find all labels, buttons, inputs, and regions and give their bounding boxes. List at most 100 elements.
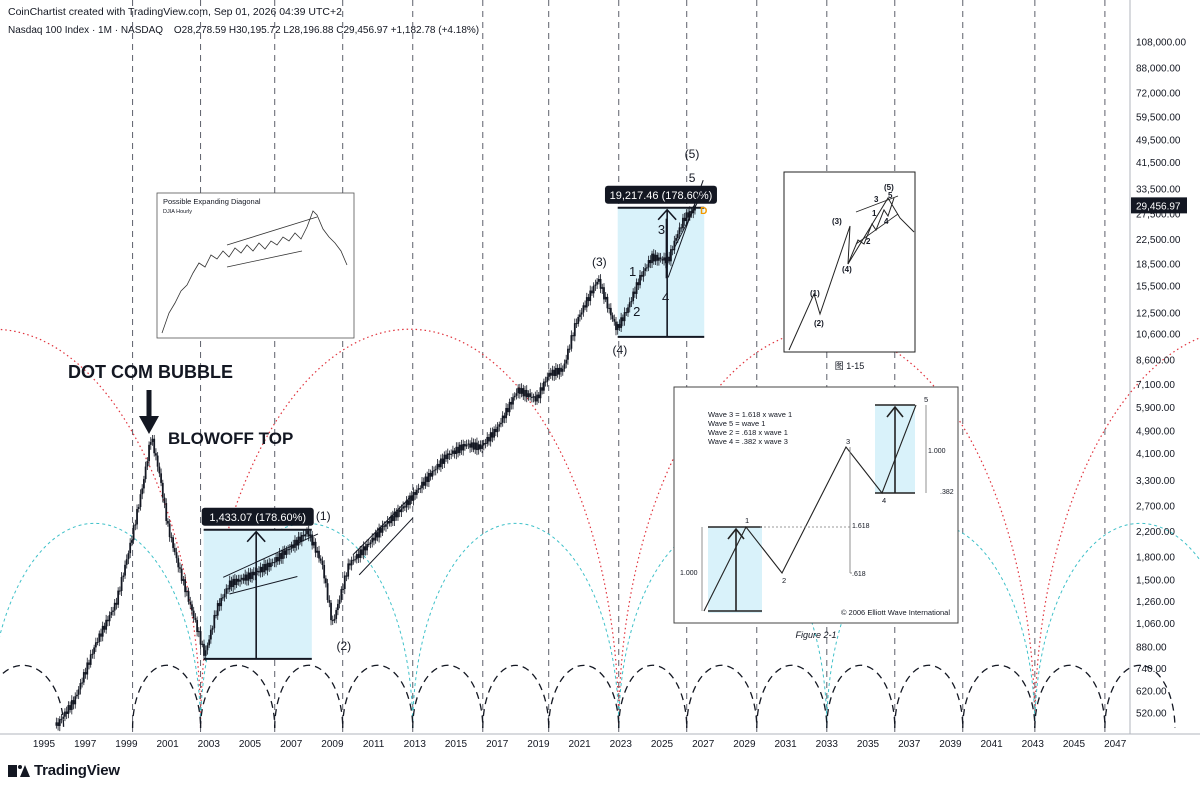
candle-body bbox=[561, 368, 564, 372]
candle-body bbox=[60, 718, 63, 720]
candle-body bbox=[292, 544, 295, 548]
candle-body bbox=[170, 537, 173, 539]
candle-body bbox=[659, 257, 662, 260]
candle-body bbox=[108, 614, 111, 622]
candle-body bbox=[603, 287, 605, 300]
candle-body bbox=[647, 260, 650, 268]
candle-body bbox=[391, 515, 394, 522]
candle-body bbox=[457, 446, 459, 454]
candle-body bbox=[221, 597, 224, 599]
candle-body bbox=[352, 559, 355, 561]
candle-body bbox=[469, 443, 471, 448]
candle-body bbox=[173, 547, 176, 553]
candle-body bbox=[539, 387, 542, 399]
candle-body bbox=[549, 372, 552, 376]
candle-body bbox=[256, 570, 259, 572]
candle-body bbox=[328, 600, 331, 603]
candle-body bbox=[244, 574, 247, 581]
symbol-legend[interactable]: Nasdaq 100 Index · 1M · NASDAQ O28,278.5… bbox=[8, 25, 479, 36]
candle-body bbox=[488, 436, 490, 442]
candle-body bbox=[311, 534, 314, 546]
inset-elliott-label: 1 bbox=[872, 209, 877, 218]
subwave-label-4: 4 bbox=[662, 290, 669, 305]
price-axis-tick: 27,500.00 bbox=[1136, 210, 1181, 221]
candle-body bbox=[163, 497, 166, 504]
candle-body bbox=[513, 395, 516, 398]
inset-elliott-label: (5) bbox=[884, 183, 894, 192]
candle-body bbox=[156, 455, 159, 467]
candle-body bbox=[295, 539, 298, 546]
candle-body bbox=[530, 396, 533, 398]
candle-body bbox=[688, 211, 691, 218]
cycle-arc-black bbox=[826, 664, 896, 729]
candle-body bbox=[506, 407, 509, 413]
inset-elliott-label: 5 bbox=[888, 191, 893, 200]
candle-body bbox=[494, 428, 497, 433]
candle-body bbox=[378, 528, 380, 538]
candle-body bbox=[633, 291, 636, 294]
candle-body bbox=[632, 291, 635, 302]
candle-body bbox=[592, 285, 595, 294]
cycle-arc-teal bbox=[0, 522, 202, 729]
candle-body bbox=[599, 278, 602, 289]
cycle-arc-black bbox=[1104, 664, 1176, 729]
inset-figure21-rule: Wave 2 = .618 x wave 1 bbox=[708, 428, 788, 437]
candle-body bbox=[560, 367, 562, 372]
cycle-arc-black bbox=[686, 664, 758, 729]
cycle-arc-teal bbox=[412, 522, 620, 729]
time-axis-tick: 2027 bbox=[692, 739, 715, 750]
subwave-label-d: D bbox=[700, 206, 707, 217]
wedge-lower-2025 bbox=[673, 190, 704, 249]
candle-body bbox=[137, 507, 140, 509]
price-axis-tick: 22,500.00 bbox=[1136, 235, 1181, 246]
time-axis-tick: 2021 bbox=[568, 739, 591, 750]
candle-body bbox=[72, 700, 75, 705]
candle-body bbox=[349, 563, 351, 566]
subwave-label-5: 5 bbox=[689, 171, 696, 185]
candle-body bbox=[259, 566, 262, 573]
candle-body bbox=[233, 578, 236, 586]
candle-body bbox=[683, 217, 686, 222]
measure-box-2002-fill bbox=[203, 529, 312, 659]
candle-body bbox=[96, 642, 99, 644]
candle-body bbox=[402, 506, 405, 509]
candle-body bbox=[500, 422, 502, 425]
candle-body bbox=[575, 323, 578, 325]
candle-body bbox=[510, 401, 513, 405]
inset-figure21-rule: Wave 5 = wave 1 bbox=[708, 419, 765, 428]
candle-body bbox=[309, 534, 312, 537]
candle-body bbox=[321, 560, 324, 566]
time-axis-tick: 2019 bbox=[527, 739, 550, 750]
candle-body bbox=[367, 543, 370, 545]
candle-body bbox=[342, 588, 344, 590]
candle-body bbox=[558, 367, 561, 375]
candle-body bbox=[417, 488, 420, 490]
candle-body bbox=[199, 631, 202, 645]
inset-figure21-copyright: © 2006 Elliott Wave International bbox=[841, 608, 950, 617]
candle-body bbox=[537, 394, 540, 399]
candle-body bbox=[548, 372, 550, 377]
last-price-tag: 29,456.97 bbox=[1136, 201, 1181, 212]
candle-body bbox=[297, 536, 300, 546]
candle-body bbox=[424, 476, 427, 486]
candle-body bbox=[62, 716, 65, 719]
inset-elliott-path bbox=[788, 197, 915, 351]
candle-body bbox=[658, 257, 660, 261]
candle-body bbox=[77, 689, 80, 695]
candle-body bbox=[525, 389, 528, 398]
candle-body bbox=[106, 619, 109, 622]
candle-body bbox=[165, 503, 168, 521]
inset-figure21-arrow1-head bbox=[727, 527, 745, 540]
candle-body bbox=[577, 316, 580, 324]
candle-body bbox=[458, 444, 461, 454]
blowoff-top-label: BLOWOFF TOP bbox=[168, 429, 293, 448]
measure-box-2002-arrow-head bbox=[246, 530, 266, 543]
candle-body bbox=[395, 511, 398, 518]
candle-body bbox=[673, 240, 676, 251]
candle-body bbox=[239, 579, 241, 582]
time-axis-tick: 2013 bbox=[404, 739, 427, 750]
candle-body bbox=[625, 312, 628, 314]
candle-body bbox=[218, 603, 221, 607]
candle-body bbox=[79, 683, 82, 690]
